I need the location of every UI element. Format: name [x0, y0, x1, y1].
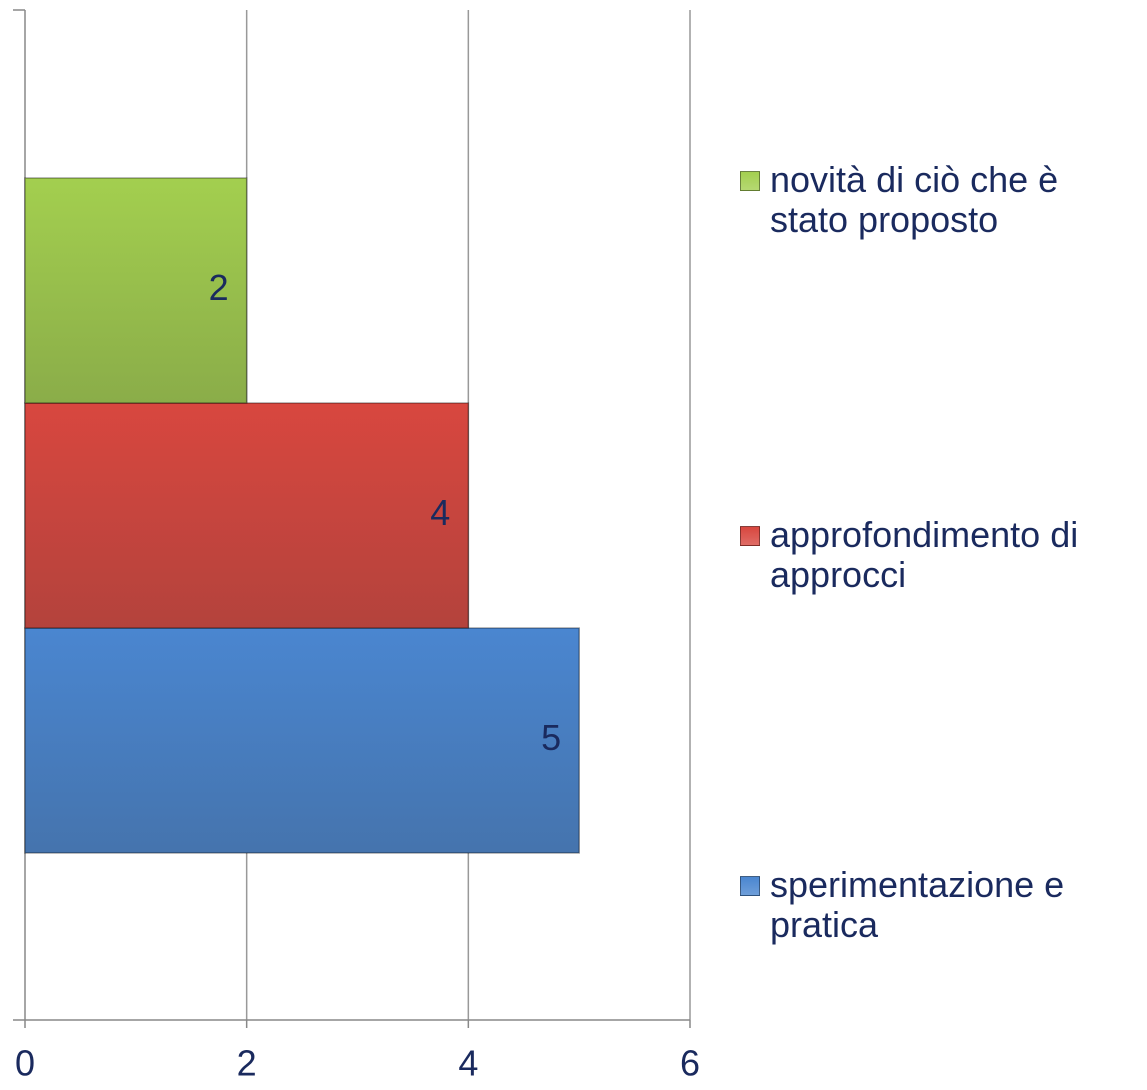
legend-swatch [740, 876, 760, 896]
legend-label: novità di ciò che è stato proposto [770, 159, 1059, 240]
data-label: 5 [541, 717, 561, 758]
legend-swatch [740, 526, 760, 546]
x-tick-label: 0 [15, 1043, 35, 1084]
legend-swatch [740, 171, 760, 191]
legend-item: sperimentazione e pratica [740, 865, 1140, 945]
x-tick-label: 2 [237, 1043, 257, 1084]
data-label: 4 [430, 492, 450, 533]
bar [24, 177, 248, 404]
x-tick-label: 6 [680, 1043, 700, 1084]
bar [24, 402, 470, 629]
legend-item: novità di ciò che è stato proposto [740, 160, 1140, 240]
legend-label: sperimentazione e pratica [770, 864, 1065, 945]
bar [24, 627, 580, 854]
legend-item: approfondimento di approcci [740, 515, 1140, 595]
legend-label: approfondimento di approcci [770, 514, 1079, 595]
x-tick-label: 4 [458, 1043, 478, 1084]
data-label: 2 [209, 267, 229, 308]
